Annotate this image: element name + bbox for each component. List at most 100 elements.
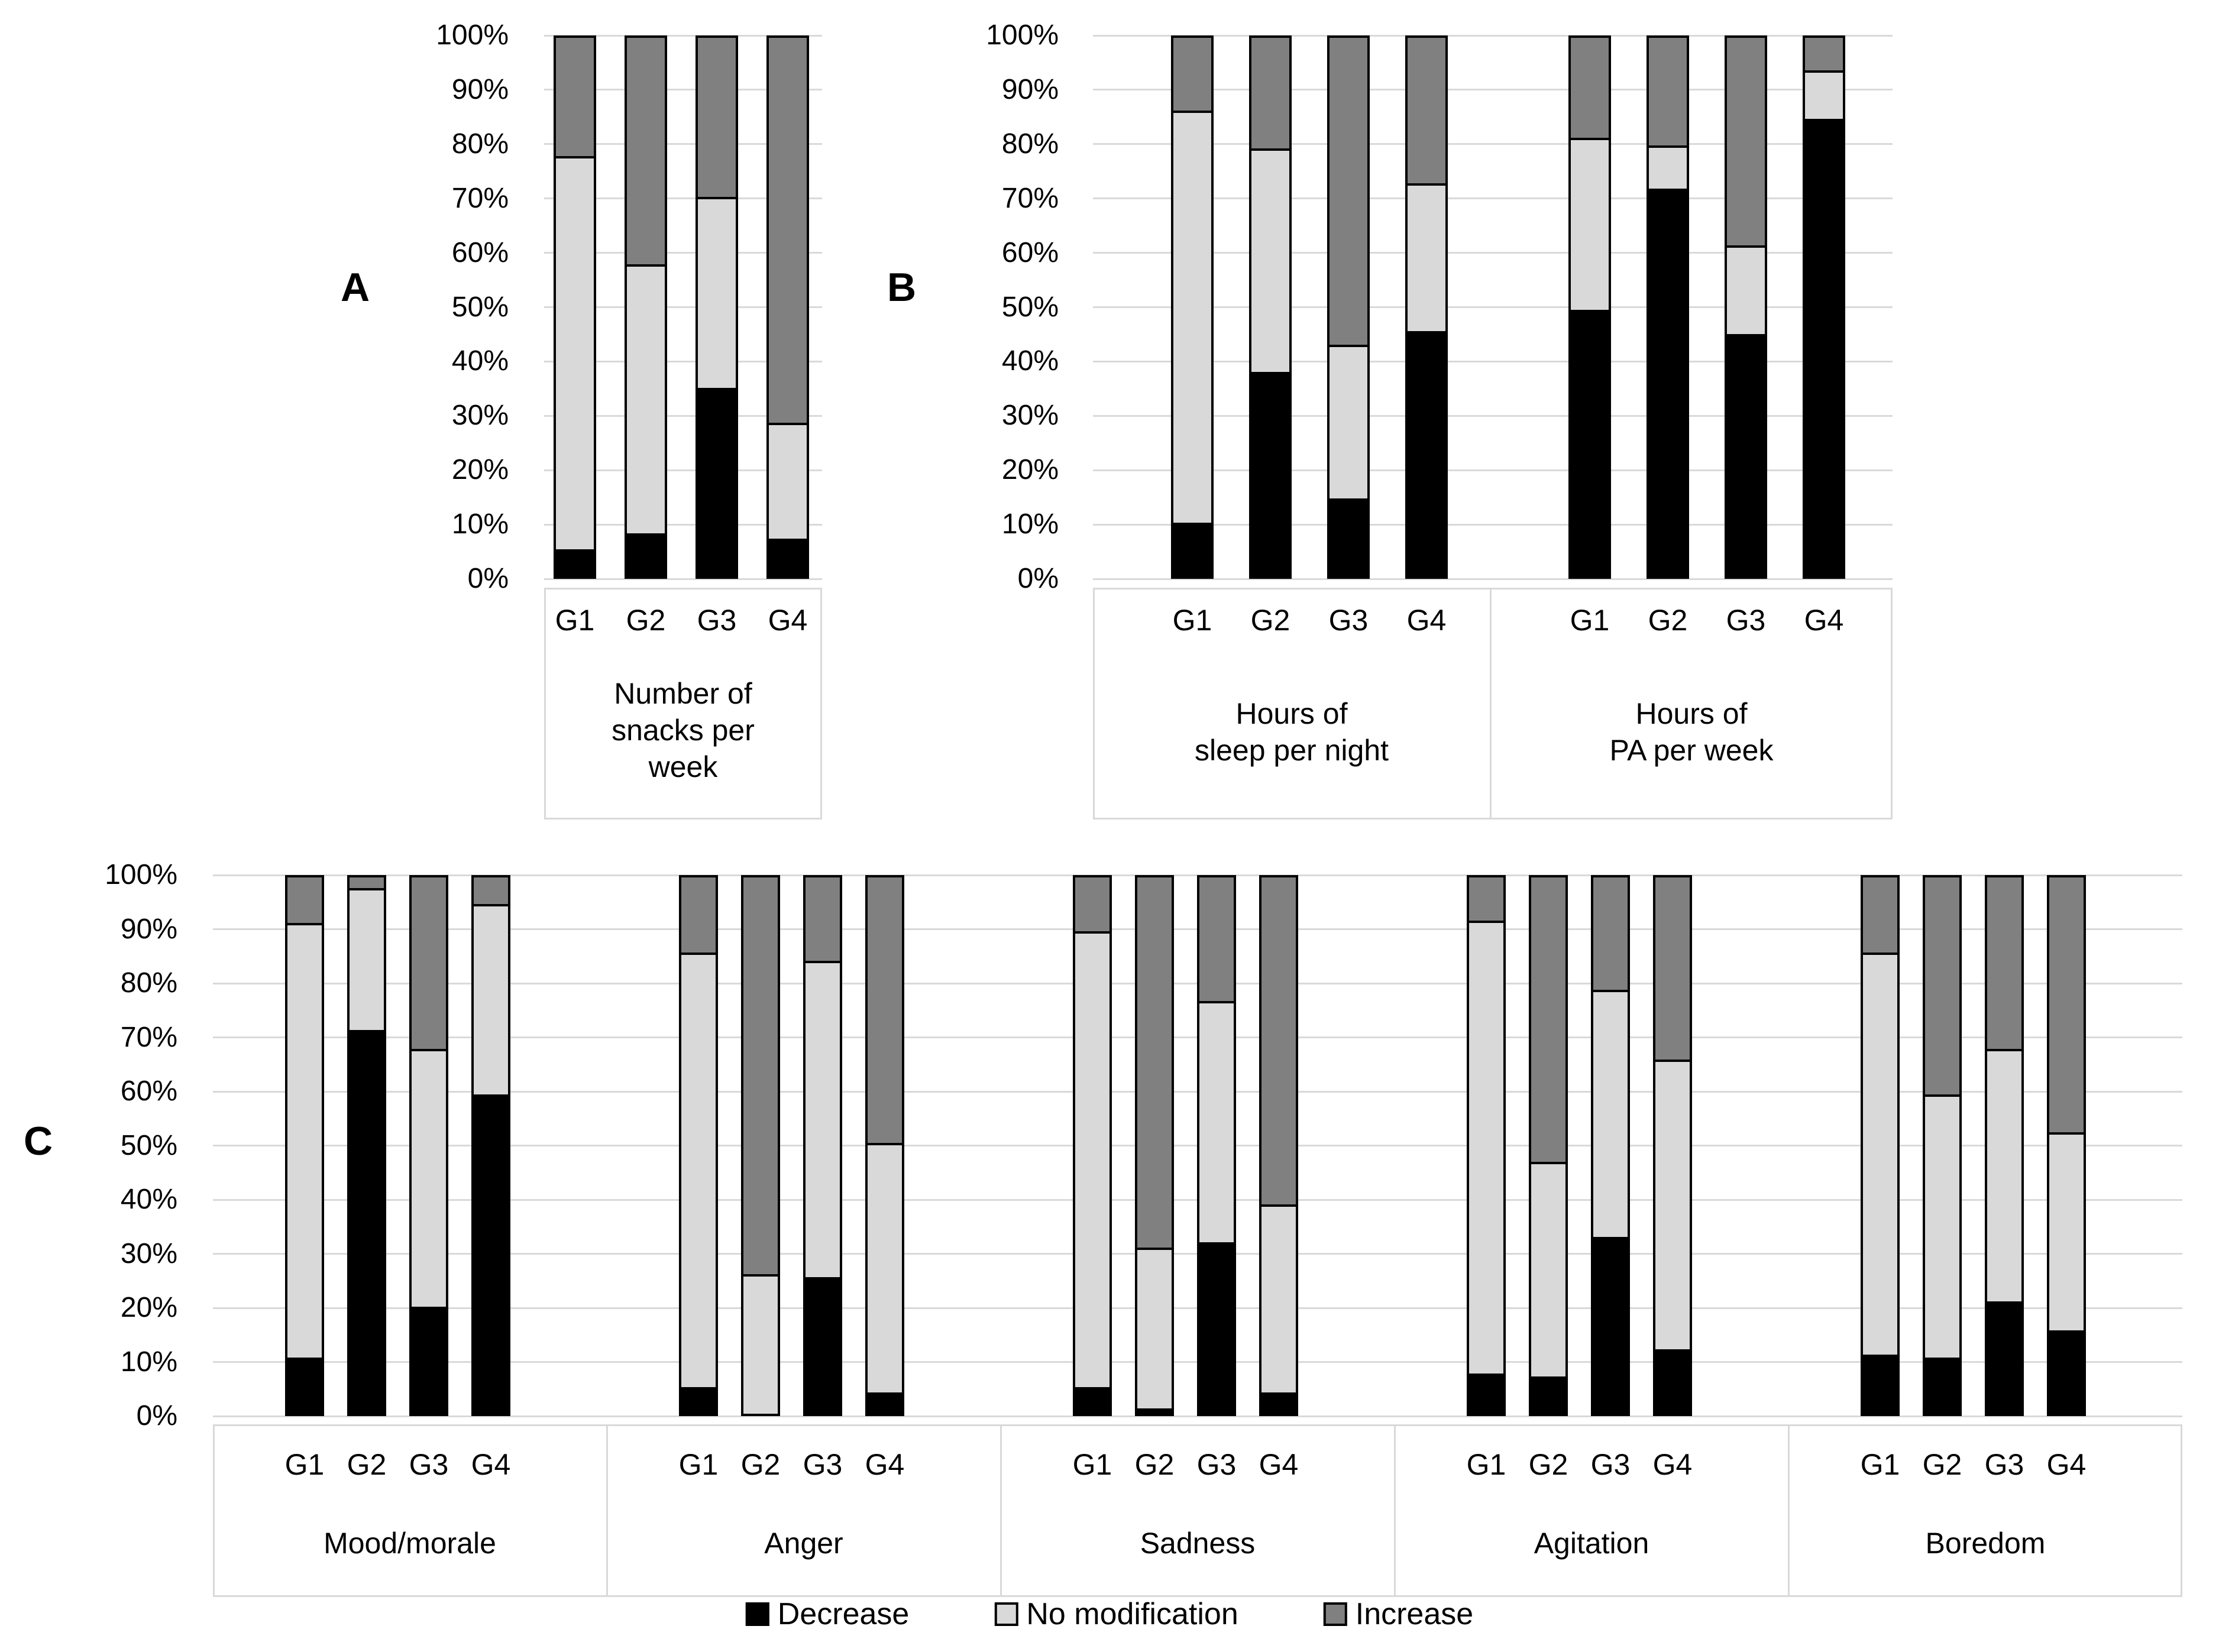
gridline	[1093, 34, 1893, 37]
category-label: G3	[1196, 1448, 1237, 1481]
category-axis-box	[213, 1424, 2182, 1597]
y-axis-tick-label: 70%	[451, 182, 509, 214]
gridline	[544, 469, 822, 471]
bar-segment-increase	[1075, 877, 1110, 931]
y-axis-tick-label: 20%	[1001, 454, 1059, 486]
stacked-bar	[1073, 875, 1112, 1416]
bar-segment-decrease	[556, 549, 594, 576]
bar-segment-decrease	[412, 1306, 446, 1414]
stacked-bar	[1923, 875, 1962, 1416]
bar-segment-no-modification	[1727, 245, 1765, 335]
stacked-bar	[347, 875, 386, 1416]
category-cell-divider	[1000, 1424, 1002, 1597]
y-axis-tick-label: 80%	[120, 967, 177, 999]
y-axis-tick-label: 100%	[105, 859, 177, 890]
gridline	[1093, 578, 1893, 580]
group-title: Mood/morale	[213, 1525, 607, 1562]
bar-segment-increase	[287, 877, 322, 924]
category-cell-divider	[1788, 1424, 1790, 1597]
gridline	[1093, 306, 1893, 308]
bar-segment-decrease	[1137, 1408, 1172, 1414]
category-label: G2	[347, 1448, 387, 1481]
stacked-bar	[1725, 35, 1767, 579]
bar-segment-decrease	[1251, 371, 1289, 576]
category-label: G4	[1804, 604, 1844, 637]
bar-segment-increase	[1408, 38, 1445, 183]
stacked-bar	[409, 875, 448, 1416]
category-label: G2	[1250, 604, 1290, 637]
stacked-bar	[696, 35, 738, 579]
bar-segment-no-modification	[743, 1274, 778, 1414]
bar-segment-no-modification	[2049, 1132, 2084, 1331]
stacked-bar	[1647, 35, 1689, 579]
y-axis-tick-label: 0%	[1017, 563, 1059, 594]
gridline	[1093, 523, 1893, 526]
group-title-line: Number of	[614, 677, 752, 710]
panel-letter: B	[887, 265, 917, 310]
category-label: G4	[1652, 1448, 1693, 1481]
y-axis-tick-label: 0%	[136, 1400, 177, 1431]
stacked-bar	[1591, 875, 1630, 1416]
bar-segment-increase	[1531, 877, 1565, 1162]
bar-segment-no-modification	[1925, 1094, 1959, 1358]
bar-segment-increase	[1727, 38, 1765, 245]
category-label: G2	[740, 1448, 781, 1481]
bar-segment-no-modification	[769, 423, 807, 539]
y-axis-tick-label: 40%	[120, 1184, 177, 1215]
category-label: G4	[768, 604, 808, 637]
group-title-line: snacks per	[612, 714, 755, 747]
y-axis-tick-label: 80%	[1001, 128, 1059, 160]
stacked-bar	[1259, 875, 1298, 1416]
stacked-bar	[1327, 35, 1370, 579]
group-title: Boredom	[1788, 1525, 2182, 1562]
gridline	[1093, 360, 1893, 362]
stacked-bar	[471, 875, 510, 1416]
bar-segment-increase	[1330, 38, 1367, 345]
group-title-line: sleep per night	[1194, 734, 1389, 767]
bar-segment-decrease	[1199, 1242, 1234, 1414]
bar-segment-no-modification	[806, 960, 840, 1277]
y-axis-tick-label: 60%	[451, 237, 509, 268]
bar-segment-no-modification	[868, 1142, 902, 1392]
y-axis-tick-label: 50%	[120, 1129, 177, 1161]
stacked-bar	[1529, 875, 1568, 1416]
bar-segment-no-modification	[1987, 1049, 2021, 1301]
category-label: G1	[1172, 604, 1212, 637]
group-title-line: Hours of	[1235, 697, 1348, 730]
legend-item: No modification	[994, 1598, 1238, 1631]
category-cell-divider	[1490, 588, 1492, 819]
bar-segment-decrease	[627, 533, 665, 576]
bar-segment-no-modification	[1531, 1161, 1565, 1376]
bar-segment-increase	[1649, 38, 1687, 146]
gridline	[213, 1415, 2182, 1417]
stacked-bar	[1249, 35, 1292, 579]
y-axis-tick-label: 50%	[451, 291, 509, 323]
bar-segment-decrease	[698, 388, 736, 576]
category-label: G1	[1072, 1448, 1112, 1481]
y-axis-tick-label: 10%	[120, 1346, 177, 1378]
bar-segment-decrease	[868, 1392, 902, 1414]
bar-segment-increase	[2049, 877, 2084, 1132]
bar-segment-increase	[556, 38, 594, 157]
bar-segment-decrease	[287, 1357, 322, 1414]
gridline	[544, 578, 822, 580]
stacked-bar	[1568, 35, 1611, 579]
gridline	[544, 89, 822, 91]
gridline	[544, 143, 822, 145]
category-label: G4	[1259, 1448, 1299, 1481]
y-axis-tick-label: 100%	[436, 20, 509, 51]
category-axis-box	[1093, 588, 1893, 819]
category-label: G2	[626, 604, 666, 637]
group-title-line: Mood/morale	[324, 1527, 496, 1560]
legend-item: Increase	[1323, 1598, 1473, 1631]
bar-segment-decrease	[1571, 310, 1609, 576]
stacked-bar	[1803, 35, 1845, 579]
category-label: G3	[803, 1448, 843, 1481]
group-title-line: Agitation	[1534, 1527, 1649, 1560]
bar-segment-decrease	[1469, 1373, 1503, 1414]
y-axis-tick-label: 70%	[1001, 182, 1059, 214]
stacked-bar	[1861, 875, 1900, 1416]
bar-segment-no-modification	[1173, 110, 1211, 523]
bar-segment-no-modification	[681, 952, 716, 1387]
y-axis-tick-label: 40%	[451, 345, 509, 377]
